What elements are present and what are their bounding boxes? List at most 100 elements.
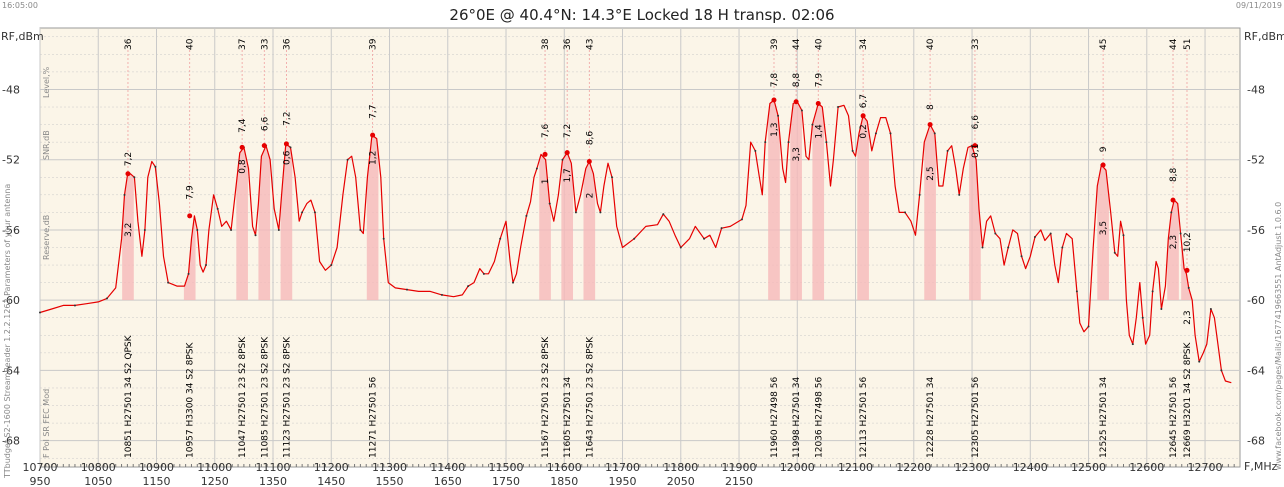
x-tick-label: 10700	[23, 461, 58, 474]
spectrum-point	[405, 288, 408, 291]
transponder-label: 12036 H27498 56	[814, 377, 824, 458]
transponder-fill	[790, 101, 802, 301]
transponder-label: 10957 H3300 34 S2 8PSK	[186, 341, 196, 458]
spectrum-point	[800, 109, 803, 112]
spectrum-point	[1049, 232, 1052, 235]
spectrum-point	[1007, 246, 1010, 249]
transponder-level: 44	[792, 38, 802, 50]
transponder-level: 36	[282, 38, 292, 50]
spectrum-point	[1122, 234, 1125, 237]
transponder-peak	[564, 150, 570, 156]
y-axis-label-left: RF,dBm	[1, 30, 44, 43]
transponder-level: 33	[971, 39, 981, 50]
transponder-reserve: 1,3	[770, 123, 780, 137]
transponder-markers: 36 7,2 3,2 10851 H27501 34 S2 QPSK 40 7,9 1095…	[124, 38, 1193, 458]
transponder-fill	[280, 144, 293, 301]
transponder-label: 11123 H27501 23 S2 8PSK	[282, 336, 292, 458]
x-tick-label: 12200	[896, 461, 931, 474]
right-side-info: www.facebook.com/pages/Mails/16774196635…	[1274, 202, 1283, 470]
transponder-fill	[183, 215, 196, 301]
transponder-peak	[1184, 267, 1190, 273]
transponder-level: 51	[1183, 39, 1193, 50]
transponder-label: 10851 H27501 34 S2 QPSK	[124, 334, 134, 458]
spectrum-point	[167, 281, 170, 284]
if-tick-label: 1850	[550, 475, 578, 487]
if-tick-label: 1750	[492, 475, 520, 487]
transponder-label: 11567 H27501 23 S2 8PSK	[541, 336, 551, 458]
spectrum-point	[1170, 211, 1173, 214]
x-tick-label: 12400	[1013, 461, 1048, 474]
transponder-peak	[261, 143, 267, 149]
spectrum-point	[482, 272, 485, 275]
transponder-label: 12113 H27501 56	[859, 377, 869, 458]
y-tick-label-left: -68	[2, 435, 20, 448]
transponder-reserve: 1,2	[369, 151, 379, 165]
spectrum-point	[535, 167, 538, 170]
transponder-label: 11998 H27501 34	[792, 377, 802, 458]
spectrum-point	[143, 228, 146, 231]
if-tick-label: 950	[30, 475, 51, 487]
spectrum-point	[703, 237, 706, 240]
spectrum-point	[1131, 343, 1134, 346]
transponder-level: 34	[859, 38, 869, 50]
spectrum-point	[946, 149, 949, 152]
spectrum-point	[105, 297, 108, 300]
spectrum-point	[1087, 325, 1090, 328]
transponder-reserve: 0,6	[282, 150, 292, 165]
transponder-level: 45	[1099, 39, 1109, 50]
transponder-label: 12645 H27501 56	[1169, 377, 1179, 458]
transponder-reserve: 2,5	[926, 166, 936, 180]
transponder-peak	[283, 141, 289, 147]
transponder-level: 36	[563, 38, 573, 50]
spectrum-point	[994, 232, 997, 235]
x-tick-label: 12600	[1129, 461, 1164, 474]
transponder-reserve: 0,1	[971, 144, 981, 158]
transponder-peak	[370, 132, 376, 138]
transponder-reserve: 1	[541, 179, 551, 185]
transponder-level: 43	[585, 39, 595, 50]
x-tick-label: 11700	[605, 461, 640, 474]
spectrum-line	[39, 99, 1232, 384]
transponder-fills	[122, 99, 1193, 308]
transponder-reserve: 2,3	[1169, 235, 1179, 249]
transponder-snr: 10,2	[1183, 232, 1193, 252]
spectrum-point	[851, 149, 854, 152]
spectrum-point	[777, 114, 780, 117]
transponder-peak	[793, 99, 799, 105]
transponder-peak	[927, 122, 933, 128]
spectrum-point	[254, 234, 257, 237]
spectrum-point	[216, 207, 219, 210]
spectrum-point	[313, 211, 316, 214]
transponder-snr: 8,8	[792, 73, 802, 88]
transponder-snr: 7,9	[814, 73, 824, 88]
transponder-level: 36	[124, 38, 134, 50]
x-tick-label: 11400	[430, 461, 465, 474]
spectrum-point	[1113, 251, 1116, 254]
if-tick-label: 2150	[725, 475, 753, 487]
transponder-snr: 6,7	[859, 94, 869, 108]
spectrum-point	[330, 264, 333, 267]
if-tick-label: 1250	[201, 475, 229, 487]
y-tick-label-right: -52	[1247, 154, 1265, 167]
transponder-level: 33	[260, 39, 270, 50]
x-tick-label: 12100	[838, 461, 873, 474]
transponder-level: 37	[238, 39, 248, 50]
spectrum-point	[825, 141, 828, 144]
x-tick-label: 11300	[372, 461, 407, 474]
row-label-params: F Pol SR FEC Mod	[42, 389, 51, 458]
spectrum-point	[837, 106, 840, 109]
transponder-snr: 7,8	[770, 73, 780, 88]
spectrum-point	[599, 211, 602, 214]
spectrum-point	[611, 176, 614, 179]
y-tick-label-left: -60	[2, 294, 20, 307]
spectrum-point	[230, 228, 233, 231]
x-tick-label: 11800	[663, 461, 698, 474]
transponder-label: 11047 H27501 23 S2 8PSK	[238, 336, 248, 458]
spectrum-point	[277, 228, 280, 231]
transponder-reserve: 1,4	[814, 124, 824, 139]
x-tick-label: 11100	[256, 461, 291, 474]
spectrum-point	[904, 211, 907, 214]
transponder-fill	[857, 115, 869, 301]
spectrum-point	[205, 264, 208, 267]
spectrum-point	[787, 141, 790, 144]
